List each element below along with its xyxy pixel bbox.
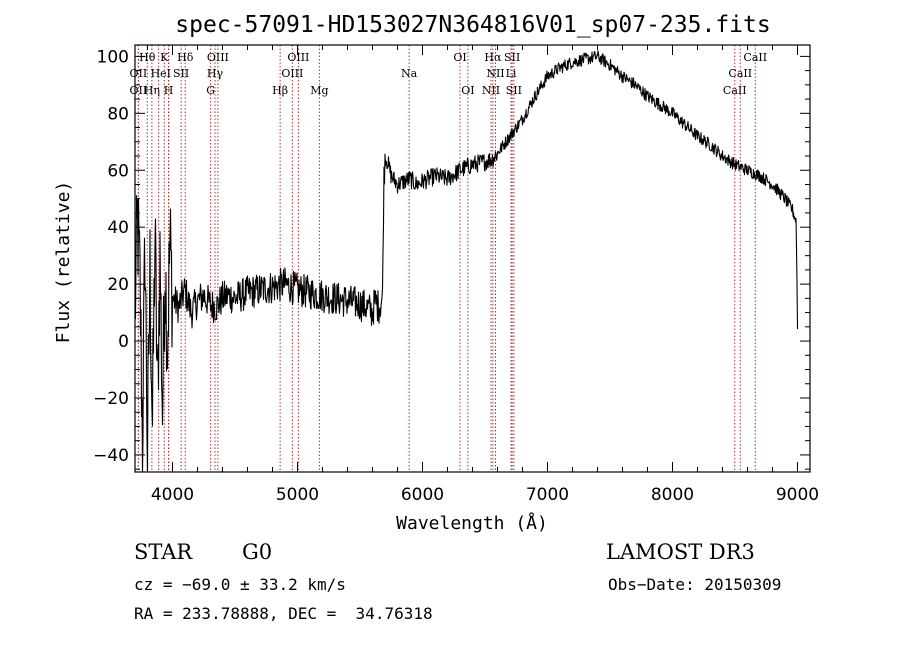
line-label-7: SII: [504, 51, 520, 64]
line-label-0: Hθ: [139, 51, 156, 64]
axis-ticks: [135, 45, 810, 472]
line-label-13: Hγ: [207, 67, 224, 80]
y-tick-label-5: 60: [107, 161, 129, 181]
line-label-15: Na: [401, 67, 418, 80]
observation-date: Obs−Date: 20150309: [608, 575, 782, 594]
line-label-26: NII: [482, 84, 500, 97]
line-label-14: OIII: [281, 67, 303, 80]
line-label-25: OI: [461, 84, 474, 97]
line-label-24: Mg: [310, 84, 328, 97]
line-label-12: SII: [173, 67, 189, 80]
y-tick-label-6: 80: [107, 104, 129, 124]
line-label-1: K: [160, 51, 169, 64]
y-tick-label-4: 40: [107, 218, 129, 238]
axis-tick-labels: 4000 5000 6000 7000 8000 9000 −40 −20 0 20 40 60 80 1…: [93, 47, 819, 505]
y-tick-label-1: −20: [93, 389, 129, 409]
y-axis-label: Flux (relative): [53, 181, 74, 344]
line-label-16: NII: [486, 67, 504, 80]
line-label-9: OII: [130, 67, 148, 80]
x-tick-label-5: 9000: [776, 485, 819, 505]
y-tick-label-0: −40: [93, 446, 129, 466]
line-label-8: CaII: [743, 51, 767, 64]
x-tick-label-3: 7000: [526, 485, 569, 505]
line-label-23: Hβ: [272, 84, 288, 97]
line-label-10: He: [151, 67, 167, 80]
line-label-2: Hδ: [177, 51, 194, 64]
object-subclass: G0: [242, 540, 273, 564]
line-label-3: OIII: [207, 51, 229, 64]
plot-frame: [134, 44, 811, 473]
line-label-18: CaII: [728, 67, 752, 80]
series-line-flux: [134, 50, 799, 473]
line-label-11: I: [167, 67, 171, 80]
line-label-4: OIII: [287, 51, 309, 64]
chart-title: spec-57091-HD153027N364816V01_sp07-235.f…: [175, 12, 770, 38]
line-label-21: H: [164, 84, 174, 97]
y-tick-label-3: 20: [107, 275, 129, 295]
survey-name: LAMOST DR3: [606, 540, 755, 564]
line-label-28: CaII: [723, 84, 747, 97]
line-label-17: Li: [506, 67, 517, 80]
line-label-20: Hη: [144, 84, 160, 97]
x-tick-label-1: 5000: [276, 485, 319, 505]
redshift-velocity: cz = −69.0 ± 33.2 km/s: [134, 575, 346, 594]
x-axis-label: Wavelength (Å): [396, 512, 548, 534]
line-label-19: OII: [130, 84, 148, 97]
line-label-27: SII: [506, 84, 522, 97]
y-tick-label-7: 100: [97, 47, 129, 67]
object-class: STAR: [134, 540, 193, 564]
line-label-22: G: [206, 84, 215, 97]
line-label-6: Hα: [484, 51, 502, 64]
x-tick-label-2: 6000: [401, 485, 444, 505]
x-tick-label-4: 8000: [651, 485, 694, 505]
line-label-5: OI: [453, 51, 466, 64]
y-tick-label-2: 0: [118, 332, 129, 352]
sky-coordinates: RA = 233.78888, DEC = 34.76318: [134, 604, 433, 623]
x-tick-label-0: 4000: [151, 485, 194, 505]
